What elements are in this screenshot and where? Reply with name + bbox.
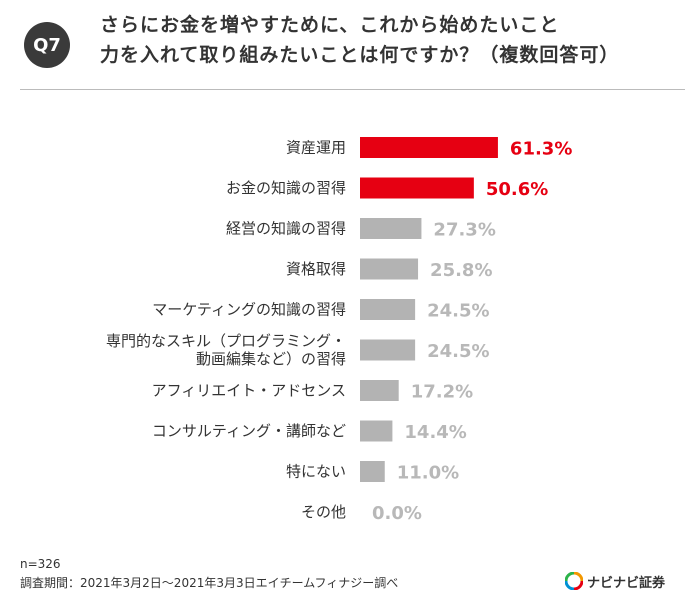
category-label: コンサルティング・講師など bbox=[152, 422, 346, 440]
survey-source: 調査期間：2021年3月2日～2021年3月3日エイチームフィナジー調べ bbox=[20, 576, 399, 590]
bar bbox=[360, 137, 498, 158]
value-label: 25.8% bbox=[430, 260, 492, 281]
question-title: さらにお金を増やすために、これから始めたいこと 力を入れて取り組みたいことは何で… bbox=[100, 10, 690, 70]
category-label: お金の知識の習得 bbox=[226, 179, 346, 197]
category-label: 資産運用 bbox=[286, 139, 346, 157]
value-label: 61.3% bbox=[510, 139, 572, 160]
sample-size: n=326 bbox=[20, 557, 61, 571]
value-label: 24.5% bbox=[427, 301, 489, 322]
value-label: 24.5% bbox=[427, 341, 489, 362]
logo-text: ナビナビ証券 bbox=[587, 575, 666, 591]
value-label: 50.6% bbox=[486, 179, 548, 200]
value-label: 11.0% bbox=[397, 463, 459, 484]
bar bbox=[360, 258, 419, 280]
value-label: 27.3% bbox=[433, 220, 495, 241]
category-label: 特にない bbox=[286, 463, 346, 481]
horizontal-bar-chart: 資産運用 61.3% お金の知識の習得 50.6% 経営の知識の習得 27.3% 資格取得 2… bbox=[106, 137, 572, 524]
brand-logo: ナビナビ証券 bbox=[565, 570, 665, 592]
logo-mark-icon bbox=[565, 572, 583, 590]
category-label: その他 bbox=[301, 503, 346, 521]
value-label: 14.4% bbox=[404, 422, 466, 443]
bar bbox=[360, 339, 416, 361]
bar bbox=[360, 177, 474, 199]
category-label: マーケティングの知識の習得 bbox=[152, 301, 346, 319]
bar bbox=[360, 218, 422, 239]
category-label: アフィリエイト・アドセンス bbox=[152, 382, 346, 400]
category-label: 専門的なスキル（プログラミング・動画編集など）の習得 bbox=[106, 332, 346, 368]
category-label: 資格取得 bbox=[286, 260, 346, 278]
value-label: 0.0% bbox=[372, 503, 422, 524]
question-title-line-2: 力を入れて取り組みたいことは何ですか？（複数回答可） bbox=[100, 44, 620, 66]
category-label: 経営の知識の習得 bbox=[226, 220, 346, 238]
bar bbox=[360, 420, 393, 442]
bar bbox=[360, 299, 416, 320]
question-title-line-1: さらにお金を増やすために、これから始めたいこと bbox=[100, 14, 560, 36]
value-label: 17.2% bbox=[411, 382, 473, 403]
bar bbox=[360, 380, 399, 401]
question-header: Q7 さらにお金を増やすために、これから始めたいこと 力を入れて取り組みたいこと… bbox=[0, 0, 700, 90]
header-divider bbox=[20, 89, 685, 90]
bar bbox=[360, 461, 385, 482]
question-number-badge: Q7 bbox=[24, 22, 70, 68]
